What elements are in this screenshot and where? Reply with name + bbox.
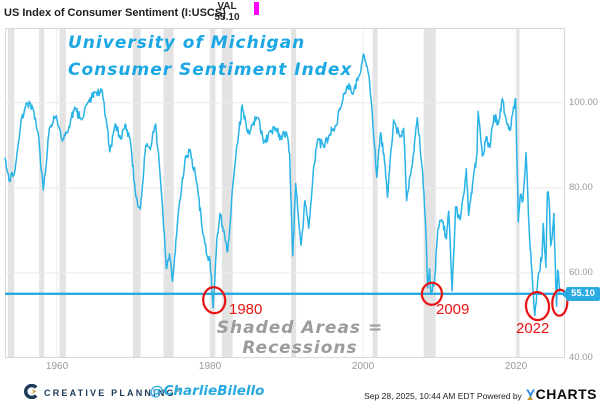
annotation-label-2009: 2009 [436,301,470,318]
val-column-header: VAL [217,1,237,12]
y-tick-label: 80.00 [569,181,593,193]
x-tick-label: 2000 [351,361,375,372]
val-current-value: 55.10 [214,12,240,23]
y-tick-label: 40.00 [569,352,593,363]
recession-band [221,28,233,358]
annotation-label-1980: 1980 [229,301,263,318]
ycharts-wordmark: CHARTS [535,386,597,402]
recession-band [210,28,216,358]
brand-text: CREATIVE PLANNING [44,388,176,398]
creative-planning-wordmark: CREATIVE PLANNING® [44,388,179,398]
plot-area[interactable] [4,28,569,358]
recession-band [372,28,378,358]
powered-by-text: Powered by [476,391,522,401]
sentiment-chart [4,28,569,358]
timestamp: Sep 28, 2025, 10:44 AM EDT Powered by [364,391,522,401]
recession-band [163,28,174,358]
value-column: VAL 55.10 [203,1,251,23]
creative-planning-logo-icon [24,384,38,399]
annotation-circle [551,288,569,317]
recession-band [7,28,15,358]
annotation-circle [202,286,227,315]
twitter-handle[interactable]: @CharlieBilello [150,383,265,399]
chart-title-line1: University of Michigan [68,33,306,53]
cursor-marker [254,2,259,15]
x-tick-label: 2020 [504,361,528,372]
x-tick-label: 1960 [45,361,69,372]
ycharts-y-glyph: Y [525,386,536,402]
annotation-label-2022: 2022 [516,320,550,337]
annotation-circle [420,281,444,306]
sentiment-line [4,53,561,317]
ycharts-logo[interactable]: YCHARTS [526,386,597,402]
series-label: US Index of Consumer Sentiment (I:USCS) [4,7,226,19]
recession-band [39,28,45,358]
annotation-circle [524,291,551,322]
x-tick-label: 1980 [198,361,222,372]
recession-band [423,28,436,358]
footer-attribution: Sep 28, 2025, 10:44 AM EDT Powered by YC… [364,386,597,402]
recession-band [291,28,297,358]
y-tick-label: 60.00 [569,266,593,278]
y-tick-label: 100.00 [569,96,599,108]
recession-band [132,28,141,358]
recession-note: Shaded Areas = Recessions [216,318,384,358]
recession-band [59,28,66,358]
current-value-badge: 55.10 [561,287,600,301]
chart-title-line2: Consumer Sentiment Index [68,60,353,80]
timestamp-text: Sep 28, 2025, 10:44 AM EDT [364,391,475,401]
registered-mark: ® [175,388,180,394]
